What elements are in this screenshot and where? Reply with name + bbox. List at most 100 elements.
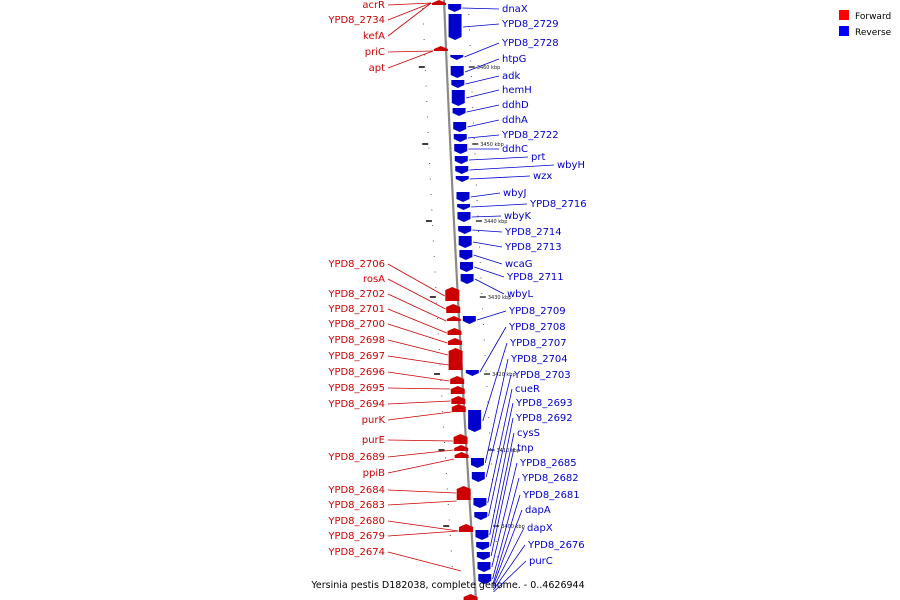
- forward-leader-line: [387, 308, 447, 334]
- forward-gene-label: acrR: [362, 0, 385, 11]
- reverse-gene-label: cysS: [517, 428, 540, 439]
- forward-gene-label: YPD8_2697: [327, 351, 385, 362]
- forward-gene-label: ppiB: [363, 468, 385, 479]
- axis-dot: [477, 215, 479, 217]
- reverse-gene-glyph: [474, 512, 488, 520]
- axis-dot: [438, 349, 440, 350]
- axis-dot: [448, 519, 450, 521]
- reverse-gene-label: purC: [529, 556, 553, 567]
- forward-gene-label: apt: [369, 63, 385, 74]
- reverse-gene-glyph: [448, 14, 462, 40]
- axis-dot: [479, 262, 481, 263]
- reverse-leader-line: [484, 358, 509, 464]
- axis-dot: [441, 395, 443, 397]
- forward-gene-label: YPD8_2734: [327, 15, 385, 26]
- reverse-gene-glyph: [450, 55, 464, 60]
- reverse-leader-line: [466, 89, 500, 99]
- axis-dot: [472, 122, 474, 124]
- reverse-gene-labels: dnaX YPD8_2729 YPD8_2728 htpG adk hemH ddhD ddh…: [501, 4, 587, 567]
- reverse-leader-line: [474, 266, 505, 278]
- reverse-leader-line: [476, 310, 507, 321]
- reverse-gene-glyph: [453, 122, 467, 132]
- forward-leader-line: [387, 278, 446, 310]
- axis-dot: [426, 101, 428, 102]
- reverse-gene-label: wbyJ: [503, 188, 526, 199]
- forward-gene-glyph: [453, 434, 468, 444]
- tick-marks: 3460 kbp 3450 kbp 3440 kbp 3430 kbp 3420 kbp…: [418, 8, 525, 589]
- reverse-leader-line: [487, 388, 513, 504]
- forward-leader-line: [387, 2, 432, 37]
- reverse-gene-glyph: [477, 562, 491, 572]
- forward-gene-label: YPD8_2696: [327, 367, 385, 378]
- axis-dot: [424, 70, 426, 71]
- reverse-leader-line: [463, 23, 500, 28]
- forward-leader-line: [387, 355, 449, 366]
- axis-dot: [437, 333, 439, 335]
- reverse-leader-line: [492, 494, 521, 585]
- reverse-leader-line: [469, 175, 531, 180]
- reverse-gene-label: wzx: [533, 171, 552, 182]
- axis-dot: [485, 370, 487, 372]
- reverse-gene-label: YPD8_2709: [508, 306, 566, 317]
- legend-forward-label: Forward: [855, 12, 891, 22]
- forward-gene-glyph: [445, 287, 460, 301]
- forward-gene-label: YPD8_2683: [327, 500, 385, 511]
- forward-gene-label: YPD8_2706: [327, 259, 385, 270]
- axis-dot: [432, 240, 434, 242]
- reverse-leader-line: [493, 544, 526, 591]
- reverse-gene-label: htpG: [502, 54, 526, 65]
- axis-dot: [476, 200, 478, 201]
- axis-dot: [472, 107, 474, 108]
- axis-dot: [436, 318, 438, 319]
- reverse-gene-glyph: [462, 316, 476, 324]
- forward-leader-line: [387, 400, 451, 405]
- forward-gene-label: YPD8_2684: [327, 485, 385, 496]
- reverse-gene-label: YPD8_2703: [513, 370, 571, 381]
- reverse-leader-line: [471, 203, 528, 208]
- reverse-gene-glyph: [471, 472, 485, 482]
- axis-dot: [444, 457, 446, 459]
- forward-gene-glyph: [448, 338, 463, 345]
- forward-leader-line: [387, 500, 457, 506]
- reverse-gene-label: wcaG: [505, 259, 533, 270]
- reverse-leader-line: [493, 560, 527, 593]
- reverse-gene-glyph: [459, 250, 473, 260]
- forward-leader-lines: [387, 2, 462, 572]
- axis-dot: [429, 178, 431, 180]
- reverse-leader-line: [472, 241, 503, 248]
- axis-dot: [445, 473, 447, 474]
- legend-reverse-label: Reverse: [855, 28, 892, 38]
- reverse-gene-label: wbyK: [504, 211, 531, 222]
- forward-leader-line: [387, 2, 432, 21]
- reverse-gene-glyph: [454, 144, 468, 154]
- legend-forward-swatch: [839, 10, 849, 20]
- tick-label: 3430 kbp: [488, 295, 512, 301]
- forward-gene-glyph: [432, 0, 446, 5]
- reverse-leader-line: [488, 402, 514, 517]
- reverse-gene-glyph: [478, 574, 492, 584]
- reverse-gene-glyph: [457, 204, 471, 210]
- axis-dot: [488, 417, 490, 418]
- axis-dot: [471, 91, 473, 93]
- forward-gene-label: YPD8_2674: [327, 547, 385, 558]
- axis-dot: [495, 541, 497, 542]
- forward-gene-label: purK: [362, 415, 386, 426]
- forward-leader-line: [387, 2, 432, 6]
- reverse-gene-label: ddhC: [502, 144, 528, 155]
- axis-dot: [443, 426, 445, 428]
- tick-label: 3460 kbp: [477, 65, 501, 71]
- reverse-leader-line: [472, 229, 503, 233]
- forward-leader-line: [387, 551, 462, 572]
- reverse-gene-label: adk: [502, 71, 520, 82]
- reverse-leader-line: [491, 462, 518, 568]
- axis-dot: [478, 246, 480, 248]
- axis-dot: [486, 386, 488, 387]
- reverse-gene-label: YPD8_2722: [501, 130, 559, 141]
- axis-dot: [482, 324, 484, 325]
- reverse-gene-glyph: [450, 66, 464, 78]
- forward-gene-glyphs: [432, 0, 478, 600]
- axis-dot: [451, 566, 453, 567]
- forward-gene-label: YPD8_2679: [327, 531, 385, 542]
- axis-dot: [432, 225, 434, 226]
